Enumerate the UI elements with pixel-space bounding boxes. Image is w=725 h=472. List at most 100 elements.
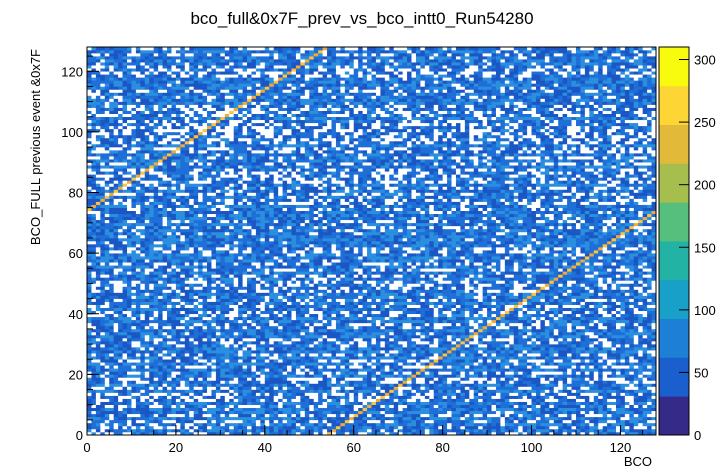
heatmap-cell <box>602 413 608 418</box>
heatmap-cell <box>358 365 363 369</box>
heatmap-cell <box>291 389 297 393</box>
heatmap-cell <box>504 362 510 366</box>
heatmap-cell <box>353 377 359 381</box>
heatmap-cell <box>469 353 475 357</box>
heatmap-cell <box>335 374 341 378</box>
heatmap-cell <box>300 431 306 436</box>
heatmap-cell <box>331 389 337 393</box>
heatmap-cell <box>353 371 359 375</box>
heatmap-cell <box>407 328 412 333</box>
heatmap-cell <box>109 319 114 324</box>
heatmap-cell <box>571 341 577 345</box>
heatmap-cell <box>91 392 97 396</box>
heatmap-cell <box>295 398 301 402</box>
heatmap-cell <box>567 416 572 421</box>
heatmap-cell <box>189 413 194 418</box>
heatmap-cell <box>487 416 492 421</box>
heatmap-cell <box>309 365 315 369</box>
heatmap-cell <box>415 419 421 424</box>
heatmap-cell <box>304 362 310 366</box>
heatmap-cell <box>371 325 377 330</box>
heatmap-cell <box>389 331 395 336</box>
heatmap-cell <box>282 338 288 342</box>
heatmap-cell <box>424 334 430 339</box>
heatmap-cell <box>367 359 372 363</box>
heatmap-cell <box>575 365 581 369</box>
heatmap-cell <box>535 328 541 333</box>
heatmap-cell <box>375 328 381 333</box>
heatmap-cell <box>118 362 123 366</box>
heatmap-cell <box>509 338 515 342</box>
heatmap-cell <box>451 356 457 360</box>
heatmap-cell <box>180 383 186 387</box>
heatmap-cell <box>135 347 141 351</box>
heatmap-cell <box>522 398 528 402</box>
heatmap-cell <box>584 404 590 409</box>
heatmap-cell <box>220 368 226 372</box>
heatmap-cell <box>651 316 657 321</box>
heatmap-cell <box>451 410 457 415</box>
heatmap-cell <box>189 334 194 339</box>
heatmap-cell <box>522 428 528 433</box>
heatmap-cell <box>389 386 395 390</box>
heatmap-cell <box>522 377 528 381</box>
heatmap-cell <box>291 362 297 366</box>
heatmap-cell <box>380 407 386 412</box>
heatmap-cell <box>207 416 212 421</box>
heatmap-cell <box>282 416 288 421</box>
heatmap-cell <box>451 422 457 427</box>
heatmap-cell <box>509 374 515 378</box>
heatmap-cell <box>304 377 310 381</box>
heatmap-cell <box>113 407 119 412</box>
heatmap-cell <box>531 371 537 375</box>
heatmap-cell <box>500 410 506 415</box>
heatmap-cell <box>415 334 421 339</box>
heatmap-cell <box>447 374 452 378</box>
heatmap-cell <box>629 383 635 387</box>
heatmap-cell <box>620 322 626 327</box>
heatmap-cell <box>602 383 608 387</box>
heatmap-cell <box>175 410 181 415</box>
heatmap-cell <box>540 374 546 378</box>
heatmap-cell <box>607 350 612 354</box>
heatmap-cell <box>189 344 194 348</box>
heatmap-cell <box>522 334 528 339</box>
heatmap-cell <box>353 328 359 333</box>
heatmap-cell <box>438 344 443 348</box>
heatmap-cell <box>527 374 532 378</box>
heatmap-cell <box>447 356 452 360</box>
heatmap-cell <box>615 331 621 336</box>
heatmap-cell <box>215 319 221 324</box>
heatmap-cell <box>615 404 621 409</box>
heatmap-cell <box>193 365 199 369</box>
heatmap-cell <box>309 359 315 363</box>
heatmap-cell <box>518 365 523 369</box>
heatmap-cell <box>202 344 208 348</box>
heatmap-cell <box>375 389 381 393</box>
heatmap-cell <box>175 380 181 384</box>
heatmap-cell <box>358 359 363 363</box>
heatmap-cell <box>393 328 399 333</box>
heatmap-cell <box>482 359 488 363</box>
heatmap-cell <box>411 413 417 418</box>
heatmap-cell <box>518 428 523 433</box>
heatmap-cell <box>127 347 132 351</box>
heatmap-cell <box>407 419 412 424</box>
heatmap-cell <box>651 350 657 354</box>
heatmap-cell <box>527 344 532 348</box>
heatmap-cell <box>144 353 150 357</box>
heatmap-cell <box>122 325 128 330</box>
heatmap-cell <box>589 422 595 427</box>
heatmap-cell <box>411 428 417 433</box>
heatmap-cell <box>602 404 608 409</box>
heatmap-cell <box>513 356 519 360</box>
heatmap-cell <box>122 328 128 333</box>
heatmap-cell <box>611 383 617 387</box>
heatmap-cell <box>175 413 181 418</box>
heatmap-cell <box>589 334 595 339</box>
heatmap-cell <box>549 380 555 384</box>
heatmap-cell <box>469 356 475 360</box>
heatmap-cell <box>438 325 443 330</box>
heatmap-cell <box>273 404 279 409</box>
heatmap-cell <box>571 407 577 412</box>
